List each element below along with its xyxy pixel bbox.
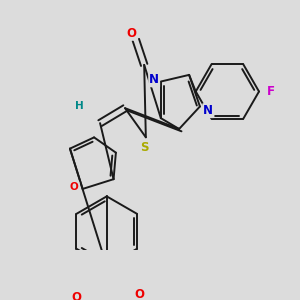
Text: O: O	[134, 288, 144, 300]
Text: S: S	[140, 141, 148, 154]
Text: O: O	[127, 27, 137, 40]
Text: N: N	[203, 104, 213, 117]
Text: F: F	[267, 85, 274, 98]
Text: H: H	[75, 101, 84, 111]
Text: O: O	[70, 182, 79, 192]
Text: O: O	[72, 290, 82, 300]
Text: N: N	[149, 74, 159, 86]
